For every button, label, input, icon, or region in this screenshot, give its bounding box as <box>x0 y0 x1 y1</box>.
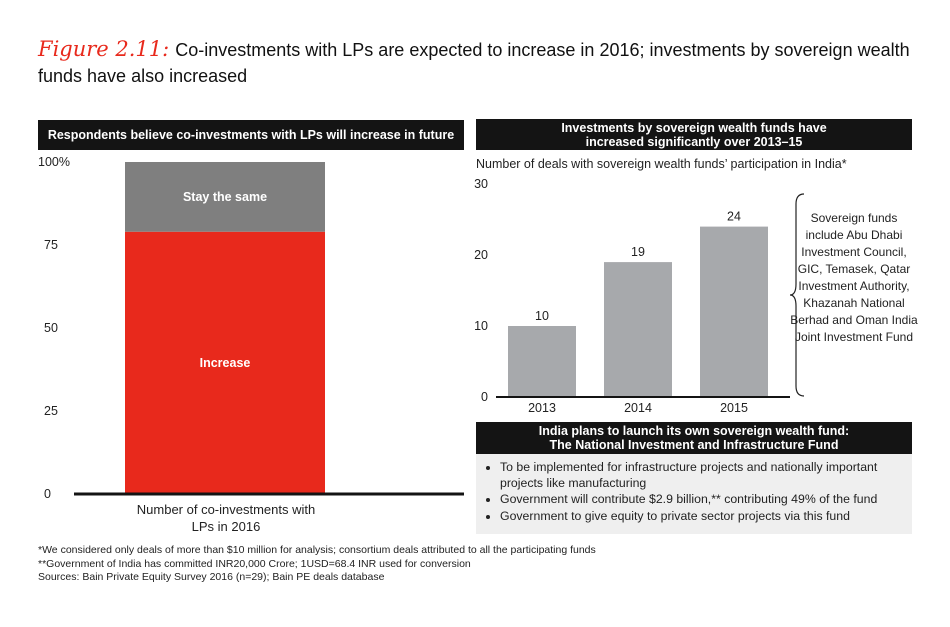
info-bullet: Government will contribute $2.9 billion,… <box>500 492 902 508</box>
bar-label-increase: Increase <box>200 356 251 370</box>
footnote: *We considered only deals of more than $… <box>38 544 596 556</box>
left-x-axis-label-line1: Number of co-investments with <box>137 502 315 517</box>
bar-value-label: 10 <box>535 309 549 323</box>
bar-2015 <box>700 226 768 397</box>
left-y-tick-label: 75 <box>44 238 58 252</box>
figure-title: Figure 2.11: Co-investments with LPs are … <box>38 36 928 89</box>
bar-stay-the-same <box>125 162 325 232</box>
bar-increase <box>125 231 325 494</box>
bar-2013 <box>508 326 576 397</box>
left-y-tick-label: 0 <box>44 487 51 501</box>
sovereign-funds-note: Sovereign funds include Abu Dhabi Invest… <box>790 211 918 344</box>
sovereign-fund-bar-chart: 0 10 20 30 10 2013 19 2014 24 2015 <box>474 177 790 415</box>
info-bullet: To be implemented for infrastructure pro… <box>500 460 902 491</box>
right-y-tick-label: 0 <box>481 390 488 404</box>
bar-2014 <box>604 262 672 397</box>
right-panel-header: Investments by sovereign wealth funds ha… <box>476 119 912 150</box>
info-bullets: To be implemented for infrastructure pro… <box>476 454 912 524</box>
info-box: To be implemented for infrastructure pro… <box>476 454 912 534</box>
left-y-tick-label: 50 <box>44 321 58 335</box>
right-panel-header-line2: increased significantly over 2013–15 <box>585 134 803 149</box>
left-panel-header-text: Respondents believe co-investments with … <box>47 128 455 142</box>
info-header: India plans to launch its own sovereign … <box>476 422 912 454</box>
note-brace <box>790 193 805 397</box>
x-tick-label: 2015 <box>720 401 748 415</box>
info-header-line1: India plans to launch its own sovereign … <box>538 424 850 438</box>
right-chart-subtitle: Number of deals with sovereign wealth fu… <box>476 157 847 171</box>
right-y-tick-label: 20 <box>474 248 488 262</box>
left-stacked-bar-chart: 0 25 50 75 100% Increase Stay the same Numbe… <box>38 155 464 534</box>
left-y-tick-label: 100% <box>38 155 70 169</box>
x-tick-label: 2013 <box>528 401 556 415</box>
info-header-line2: The National Investment and Infrastructu… <box>549 438 839 452</box>
bar-value-label: 24 <box>727 210 741 224</box>
bar-value-label: 19 <box>631 245 645 259</box>
x-tick-label: 2014 <box>624 401 652 415</box>
info-bullet: Government to give equity to private sec… <box>500 509 902 525</box>
footnote: Sources: Bain Private Equity Survey 2016… <box>38 571 385 583</box>
left-panel-header: Respondents believe co-investments with … <box>38 120 464 150</box>
figure-label: Figure 2.11: <box>38 37 170 61</box>
left-y-tick-label: 25 <box>44 404 58 418</box>
right-panel-header-line1: Investments by sovereign wealth funds ha… <box>561 120 827 135</box>
footnote: **Government of India has committed INR2… <box>38 557 471 570</box>
left-x-axis-label-line2: LPs in 2016 <box>192 519 261 534</box>
bar-label-stay-the-same: Stay the same <box>183 190 267 204</box>
figure-title-text: Co-investments with LPs are expected to … <box>38 40 910 86</box>
footnotes: *We considered only deals of more than $… <box>38 544 596 585</box>
right-y-tick-label: 10 <box>474 319 488 333</box>
right-y-tick-label: 30 <box>474 177 488 191</box>
